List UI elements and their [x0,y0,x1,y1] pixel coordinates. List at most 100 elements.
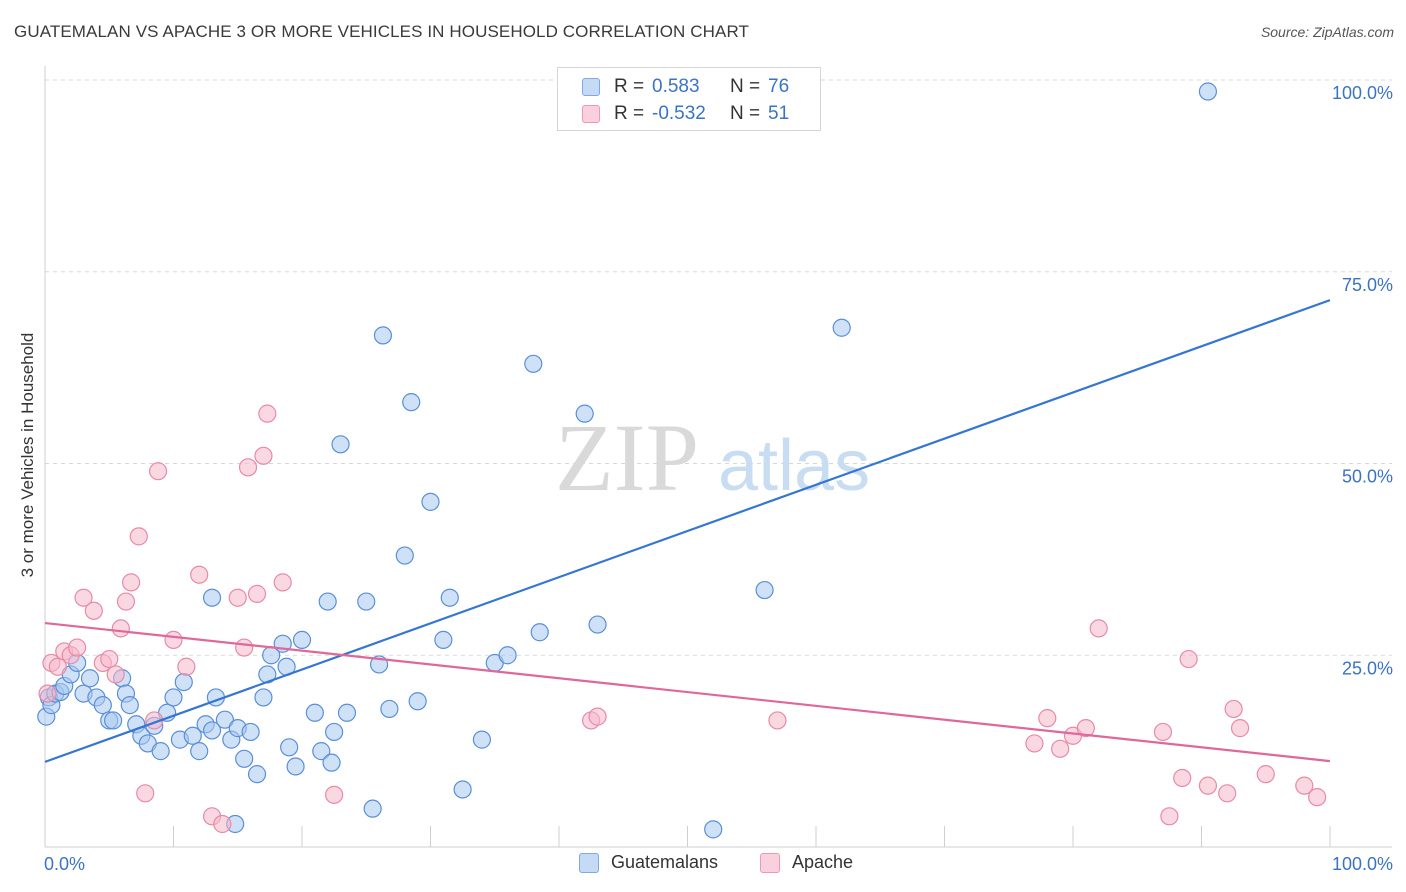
guatemalan-point [305,703,324,722]
apache-point [111,619,130,638]
apache-point [68,638,87,657]
guatemalan-point [453,780,472,799]
y-axis-label: 3 or more Vehicles in Household [18,332,37,578]
apache-point [106,665,125,684]
guatemalan-point [120,696,139,715]
apache-point [238,458,258,477]
legend-swatch-blue [582,78,600,96]
guatemalan-point [280,738,299,757]
x-tick-label: 0.0% [44,854,85,874]
guatemalan-point [337,703,357,722]
guatemalan-point [254,688,273,707]
guatemalan-point [440,588,459,607]
points-layer [37,82,1327,839]
legend-n-label: N = [730,76,761,97]
legend-n-value: 51 [768,103,790,124]
apache-point [258,404,277,423]
guatemalan-point [408,692,427,711]
guatemalan-point [93,696,112,715]
apache-point [164,630,183,650]
legend-r-label: R = [614,103,645,124]
apache-point [177,657,196,676]
guatemalan-point [755,580,774,600]
guatemalan-point [312,742,331,761]
legend-swatch-pink [582,105,600,123]
guatemalan-point [402,393,421,412]
apache-point [1089,619,1108,638]
x-tick-label: 100.0% [1332,854,1393,874]
apache-point [1256,765,1275,784]
apache-point [1038,709,1057,728]
y-tick-label: 75.0% [1342,275,1393,295]
watermark-atlas: atlas [718,426,870,506]
apache-point [768,711,787,730]
y-tick-label: 100.0% [1332,83,1393,103]
apache-point [100,649,119,669]
guatemalan-point [373,326,393,345]
guatemalan-point [472,730,491,749]
watermark-zip: ZIP [555,404,699,511]
series-legend: Guatemalans Apache [0,852,1406,876]
guatemalan-point [704,820,723,839]
legend-r-value: -0.532 [652,103,706,124]
y-tick-label: 25.0% [1342,658,1393,678]
guatemalan-point [202,721,222,740]
guatemalan-point [183,726,202,745]
legend-r-label: R = [614,76,645,97]
guatemalan-point [322,753,341,772]
apache-point [148,462,168,481]
apache-point [1025,734,1044,753]
guatemalan-point [380,699,399,719]
apache-trend-line [44,621,1331,763]
guatemalan-point [524,354,543,373]
apache-point [1153,722,1173,742]
guatemalan-point [164,688,183,707]
legend-r-value: 0.583 [652,76,700,97]
guatemalan-point [395,546,414,565]
apache-point [1198,776,1218,795]
tick-label-layer: 25.0% 50.0% 75.0% 100.0% 0.0% 100.0% [44,83,1393,874]
source-credit: Source: ZipAtlas.com [1260,24,1394,40]
apache-point [129,527,148,546]
apache-point [1160,807,1179,826]
guatemalan-point [357,592,376,611]
apache-point [1179,649,1198,669]
apache-point [84,601,103,620]
apache-point [121,573,141,592]
apache-point [1224,699,1243,719]
guatemalan-point [247,765,267,784]
apache-point [273,573,292,592]
guatemalan-point [235,749,254,768]
guatemalan-point [325,722,344,742]
guatemalan-point [318,592,337,611]
guatemalan-point [286,757,305,776]
legend-row-apache: R = -0.532 N = 51 [582,102,789,126]
series-legend-guatemalans[interactable]: Guatemalans [579,852,718,873]
series-swatch-pink [760,852,780,873]
guatemalan-trend-line [44,299,1331,763]
correlation-legend: R = 0.583 N = 76 R = -0.532 N = 51 [557,67,821,131]
guatemalan-point [202,588,222,607]
series-legend-apache[interactable]: Apache [760,852,853,873]
guatemalan-point [241,722,260,742]
guatemalan-point [363,799,382,818]
apache-point [116,592,136,611]
grid-layer [45,79,1392,656]
apache-point [325,785,344,804]
apache-point [136,784,155,803]
axes-layer [44,66,1392,848]
guatemalan-point [151,742,170,761]
guatemalan-point [215,710,234,729]
apache-point [588,707,607,726]
series-label-guatemalans: Guatemalans [611,852,719,872]
y-tick-label: 50.0% [1342,467,1393,487]
apache-point [1076,719,1095,738]
guatemalan-point [190,742,209,761]
trend-layer [44,299,1331,763]
guatemalan-point [80,669,100,688]
series-label-apache: Apache [792,852,854,872]
guatemalan-point [174,672,193,692]
chart-title: GUATEMALAN VS APACHE 3 OR MORE VEHICLES … [14,22,749,41]
guatemalan-point [530,623,549,642]
